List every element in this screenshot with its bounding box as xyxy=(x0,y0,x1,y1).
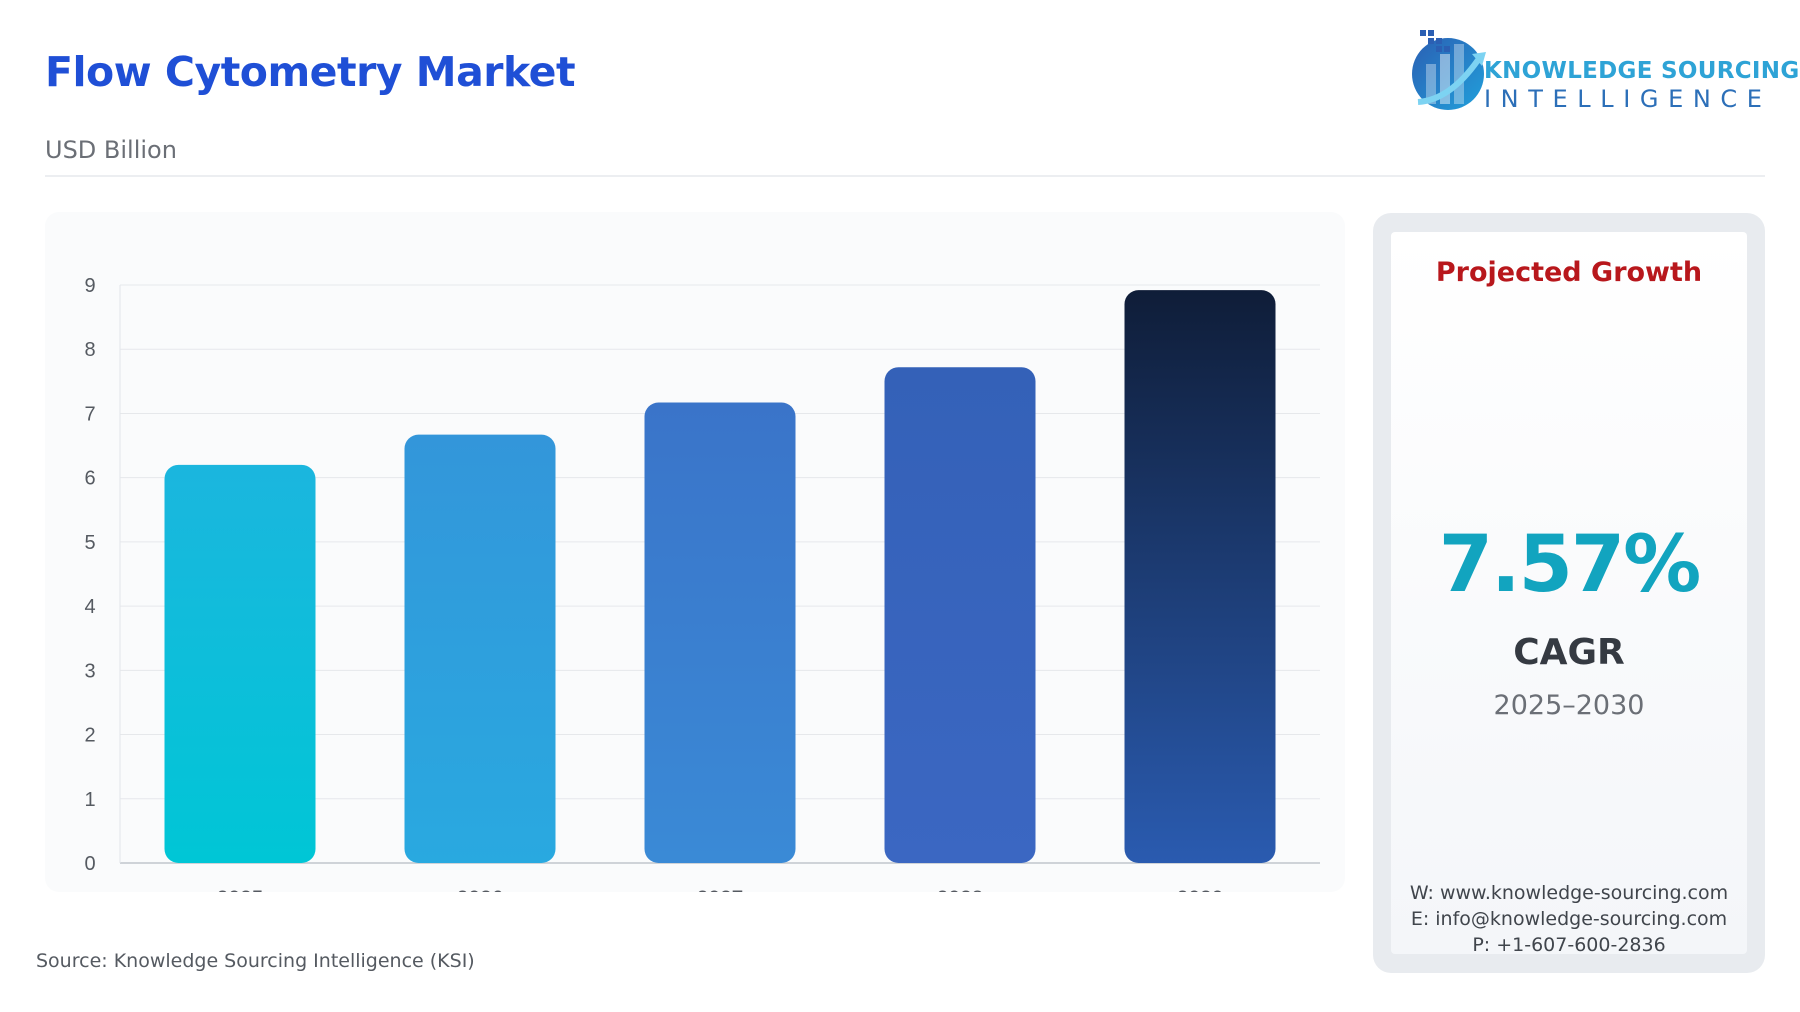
y-tick-label: 1 xyxy=(84,789,95,811)
cagr-period: 2025–2030 xyxy=(1493,690,1645,721)
unit-subtitle: USD Billion xyxy=(45,136,177,164)
cagr-label: CAGR xyxy=(1513,632,1625,673)
x-tick-label: 2028 xyxy=(937,887,984,892)
contact-email[interactable]: E: info@knowledge-sourcing.com xyxy=(1410,908,1728,930)
y-tick-label: 4 xyxy=(84,596,95,618)
bar-2026[interactable] xyxy=(404,434,556,863)
x-tick-label: 2025 xyxy=(217,887,264,892)
bar-2025[interactable] xyxy=(164,464,316,863)
y-tick-label: 6 xyxy=(84,468,95,490)
x-tick-label: 2026 xyxy=(457,887,504,892)
y-tick-label: 5 xyxy=(84,532,95,554)
bar-2030[interactable] xyxy=(1124,290,1276,863)
y-tick-label: 8 xyxy=(84,339,95,361)
bar-chart: 0 1 2 3 4 5 6 7 8 9 2025 2026 2027 2028 2030 xyxy=(84,275,1320,892)
y-tick-label: 9 xyxy=(84,275,95,297)
x-tick-label: 2030 xyxy=(1177,887,1224,892)
building-growth-logo-icon xyxy=(1412,30,1486,110)
x-tick-label: 2027 xyxy=(697,887,744,892)
header-divider xyxy=(45,175,1765,177)
growth-panel-inner xyxy=(1391,232,1747,954)
projected-growth-heading: Projected Growth xyxy=(1435,257,1703,288)
logo-text-bottom: INTELLIGENCE xyxy=(1484,85,1772,113)
page-title: Flow Cytometry Market xyxy=(45,48,576,96)
chart-card: 0 1 2 3 4 5 6 7 8 9 2025 2026 2027 2028 2030 xyxy=(45,212,1345,892)
y-tick-label: 7 xyxy=(84,403,95,425)
y-tick-label: 0 xyxy=(84,853,95,875)
logo-text-top: KNOWLEDGE SOURCING xyxy=(1484,58,1800,84)
bar-2027[interactable] xyxy=(644,402,796,863)
contact-website[interactable]: W: www.knowledge-sourcing.com xyxy=(1409,882,1729,904)
contact-phone: P: +1-607-600-2836 xyxy=(1472,934,1666,956)
y-tick-label: 2 xyxy=(84,725,95,747)
y-tick-label: 3 xyxy=(84,660,95,682)
cagr-value: 7.57% xyxy=(1438,520,1702,610)
source-note: Source: Knowledge Sourcing Intelligence … xyxy=(36,950,475,972)
bar-2028[interactable] xyxy=(884,367,1036,863)
